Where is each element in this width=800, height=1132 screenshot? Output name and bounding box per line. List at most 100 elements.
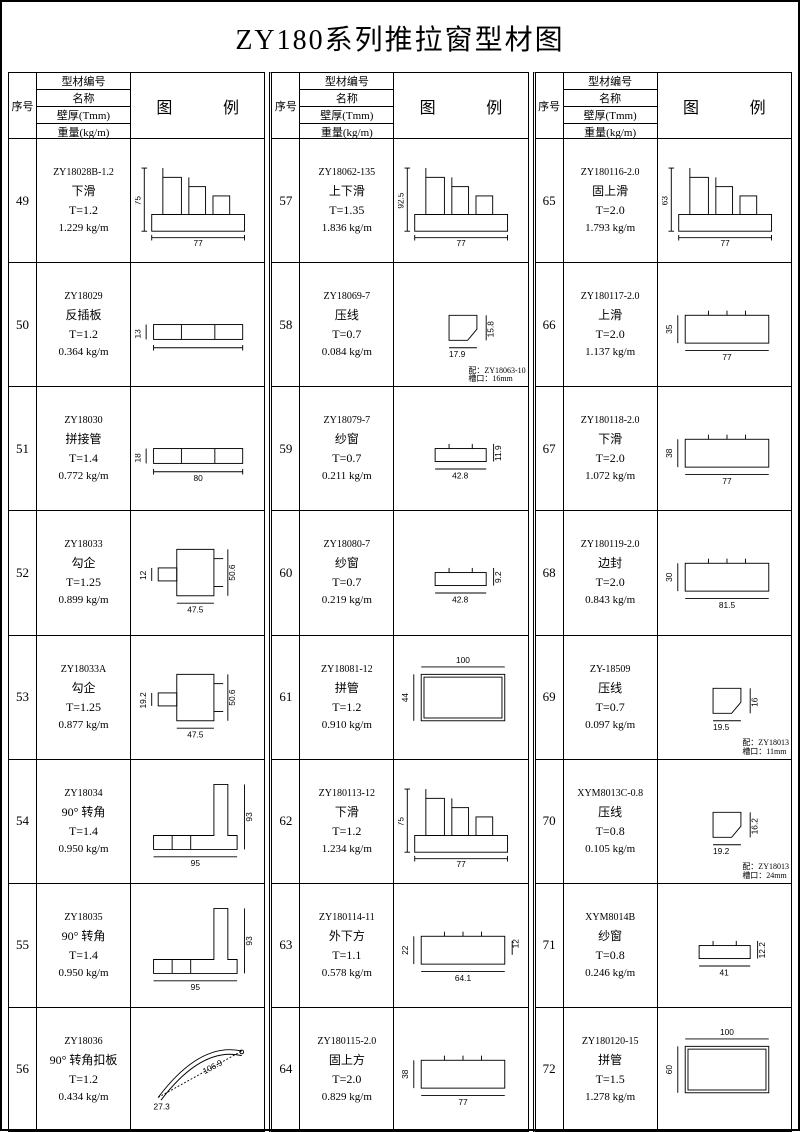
table-row: 61 ZY18081-12 拼管 T=1.2 0.910 kg/m 100 44 bbox=[272, 636, 527, 760]
profile-diagram: 81.5 30 bbox=[662, 515, 787, 630]
header-seq: 序号 bbox=[9, 73, 37, 138]
diagram-cell: 47.5 50.6 19.2 bbox=[131, 636, 264, 759]
profile-diagram: 80 18 bbox=[135, 391, 260, 506]
profile-weight: 0.843 kg/m bbox=[585, 594, 635, 606]
svg-text:47.5: 47.5 bbox=[187, 605, 204, 615]
seq-cell: 54 bbox=[9, 760, 37, 883]
svg-text:95: 95 bbox=[191, 858, 201, 868]
svg-text:30: 30 bbox=[664, 573, 674, 583]
spec-cell: ZY18033 勾企 T=1.25 0.899 kg/m bbox=[37, 511, 131, 634]
table-row: 60 ZY18080-7 纱窗 T=0.7 0.219 kg/m 42.8 9.… bbox=[272, 511, 527, 635]
spec-cell: ZY-18509 压线 T=0.7 0.097 kg/m bbox=[564, 636, 658, 759]
profile-name: 固上方 bbox=[329, 1051, 365, 1068]
svg-text:93: 93 bbox=[244, 812, 254, 822]
table-row: 54 ZY18034 90° 转角 T=1.4 0.950 kg/m 95 93 bbox=[9, 760, 264, 884]
seq-cell: 67 bbox=[536, 387, 564, 510]
profile-weight: 1.229 kg/m bbox=[58, 222, 108, 234]
spec-cell: ZY18079-7 纱窗 T=0.7 0.211 kg/m bbox=[300, 387, 394, 510]
svg-text:18: 18 bbox=[135, 453, 143, 463]
diagram-cell: 77 92.5 bbox=[394, 139, 527, 262]
header-code: 型材编号 bbox=[37, 73, 130, 90]
column: 序号 型材编号 名称 壁厚(Tmm) 重量(kg/m) 图 例 65 ZY180… bbox=[533, 72, 792, 1132]
profile-name: 固上滑 bbox=[592, 182, 628, 199]
profile-weight: 0.950 kg/m bbox=[58, 967, 108, 979]
profile-code: ZY180117-2.0 bbox=[581, 291, 640, 302]
svg-text:19.2: 19.2 bbox=[713, 846, 730, 856]
profile-weight: 0.211 kg/m bbox=[322, 470, 372, 482]
profile-code: ZY18034 bbox=[64, 788, 102, 799]
seq-cell: 69 bbox=[536, 636, 564, 759]
header-name: 名称 bbox=[564, 90, 657, 107]
svg-text:16: 16 bbox=[749, 697, 759, 707]
table-row: 69 ZY-18509 压线 T=0.7 0.097 kg/m 19.5 16 … bbox=[536, 636, 791, 760]
svg-text:12: 12 bbox=[138, 571, 148, 581]
profile-code: ZY18079-7 bbox=[323, 415, 370, 426]
profile-weight: 1.072 kg/m bbox=[585, 470, 635, 482]
table-row: 59 ZY18079-7 纱窗 T=0.7 0.211 kg/m 42.8 11… bbox=[272, 387, 527, 511]
profile-diagram: 42.8 11.9 bbox=[398, 391, 523, 506]
seq-cell: 53 bbox=[9, 636, 37, 759]
svg-text:77: 77 bbox=[722, 352, 732, 362]
profile-name: 拼管 bbox=[335, 679, 359, 696]
header-code: 型材编号 bbox=[564, 73, 657, 90]
header-spec: 型材编号 名称 壁厚(Tmm) 重量(kg/m) bbox=[300, 73, 394, 138]
header-code: 型材编号 bbox=[300, 73, 393, 90]
profile-diagram: 77 63 bbox=[662, 143, 787, 258]
seq-cell: 63 bbox=[272, 884, 300, 1007]
seq-cell: 51 bbox=[9, 387, 37, 510]
svg-text:60: 60 bbox=[664, 1064, 674, 1074]
diagram-cell: 81.5 30 bbox=[658, 511, 791, 634]
spec-cell: ZY18036 90° 转角扣板 T=1.2 0.434 kg/m bbox=[37, 1008, 131, 1131]
profile-code: ZY18033 bbox=[64, 539, 102, 550]
profile-thickness: T=1.2 bbox=[332, 824, 361, 839]
profile-diagram: 64.1 22 12 bbox=[398, 888, 523, 1003]
header-thick: 壁厚(Tmm) bbox=[300, 107, 393, 124]
column: 序号 型材编号 名称 壁厚(Tmm) 重量(kg/m) 图 例 49 ZY180… bbox=[8, 72, 265, 1132]
svg-text:81.5: 81.5 bbox=[719, 600, 736, 610]
table-row: 62 ZY180113-12 下滑 T=1.2 1.234 kg/m 77 75 bbox=[272, 760, 527, 884]
page: ZY180系列推拉窗型材图 序号 型材编号 名称 壁厚(Tmm) 重量(kg/m… bbox=[0, 0, 800, 1131]
profile-thickness: T=1.4 bbox=[69, 824, 98, 839]
svg-text:44: 44 bbox=[401, 692, 411, 702]
diagram-cell: 77 38 bbox=[394, 1008, 527, 1131]
profile-code: ZY18036 bbox=[64, 1036, 102, 1047]
profile-name: 拼接管 bbox=[65, 430, 101, 447]
table-row: 64 ZY180115-2.0 固上方 T=2.0 0.829 kg/m 77 … bbox=[272, 1008, 527, 1131]
profile-thickness: T=2.0 bbox=[596, 327, 625, 342]
profile-weight: 0.219 kg/m bbox=[322, 594, 372, 606]
profile-name: 勾企 bbox=[71, 679, 95, 696]
profile-diagram: 17.9 15.8 bbox=[398, 267, 523, 382]
spec-cell: ZY180118-2.0 下滑 T=2.0 1.072 kg/m bbox=[564, 387, 658, 510]
diagram-cell: 42.8 11.9 bbox=[394, 387, 527, 510]
table-row: 58 ZY18069-7 压线 T=0.7 0.084 kg/m 17.9 15… bbox=[272, 263, 527, 387]
profile-code: ZY18028B-1.2 bbox=[53, 167, 114, 178]
svg-text:75: 75 bbox=[135, 196, 143, 206]
diagram-cell: 47.5 50.6 12 bbox=[131, 511, 264, 634]
svg-text:41: 41 bbox=[719, 967, 729, 977]
svg-text:17.9: 17.9 bbox=[449, 349, 466, 359]
diagram-note: 配：ZY18013槽口：24mm bbox=[742, 863, 789, 881]
header-weight: 重量(kg/m) bbox=[564, 124, 657, 140]
spec-cell: XYM8014B 纱窗 T=0.8 0.246 kg/m bbox=[564, 884, 658, 1007]
header-tu: 图 bbox=[156, 94, 172, 118]
profile-code: ZY180116-2.0 bbox=[581, 167, 640, 178]
diagram-cell: 19.5 16 配：ZY18013槽口：11mm bbox=[658, 636, 791, 759]
svg-text:75: 75 bbox=[398, 816, 406, 826]
header-li: 例 bbox=[223, 94, 239, 118]
profile-thickness: T=0.7 bbox=[596, 700, 625, 715]
spec-cell: ZY180117-2.0 上滑 T=2.0 1.137 kg/m bbox=[564, 263, 658, 386]
profile-code: ZY18029 bbox=[64, 291, 102, 302]
seq-cell: 50 bbox=[9, 263, 37, 386]
spec-cell: ZY180120-15 拼管 T=1.5 1.278 kg/m bbox=[564, 1008, 658, 1131]
diagram-cell: 100 60 bbox=[658, 1008, 791, 1131]
seq-cell: 70 bbox=[536, 760, 564, 883]
diagram-cell: 42.8 9.2 bbox=[394, 511, 527, 634]
seq-cell: 61 bbox=[272, 636, 300, 759]
profile-code: ZY18080-7 bbox=[323, 539, 370, 550]
svg-text:95: 95 bbox=[191, 982, 201, 992]
spec-cell: ZY180119-2.0 边封 T=2.0 0.843 kg/m bbox=[564, 511, 658, 634]
seq-cell: 55 bbox=[9, 884, 37, 1007]
svg-text:38: 38 bbox=[401, 1069, 411, 1079]
diagram-cell: 95 93 bbox=[131, 760, 264, 883]
column-header: 序号 型材编号 名称 壁厚(Tmm) 重量(kg/m) 图 例 bbox=[536, 73, 791, 139]
